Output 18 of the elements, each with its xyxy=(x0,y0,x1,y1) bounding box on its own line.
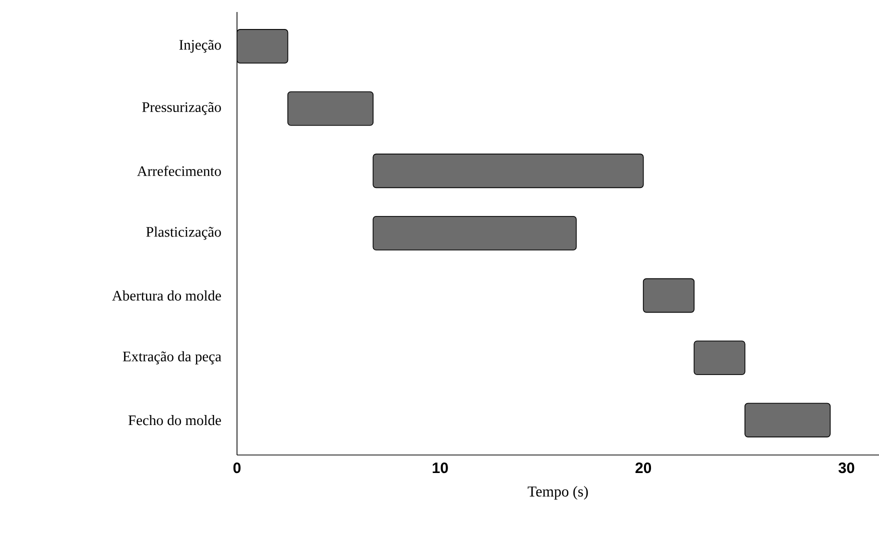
y-tick-label: Arrefecimento xyxy=(137,166,221,176)
x-axis-title: Tempo (s) xyxy=(528,486,588,500)
x-tick-label: 30 xyxy=(838,462,854,474)
bar xyxy=(287,91,374,126)
y-tick-label: Extração da peça xyxy=(122,351,222,364)
x-tick-label: 0 xyxy=(233,462,241,474)
x-tick-label: 10 xyxy=(432,462,448,474)
y-tick-label: Fecho do molde xyxy=(128,414,221,426)
bar xyxy=(694,340,746,376)
bar xyxy=(642,278,695,313)
y-tick-label: Injeção xyxy=(179,40,221,53)
y-tick-label: Plasticização xyxy=(146,226,221,240)
x-tick-label: 20 xyxy=(636,462,652,474)
y-tick-label: Abertura do molde xyxy=(112,290,221,301)
y-tick-label: Pressurização xyxy=(142,102,221,116)
bar xyxy=(744,402,831,438)
bar xyxy=(372,216,577,250)
bar xyxy=(372,154,644,188)
